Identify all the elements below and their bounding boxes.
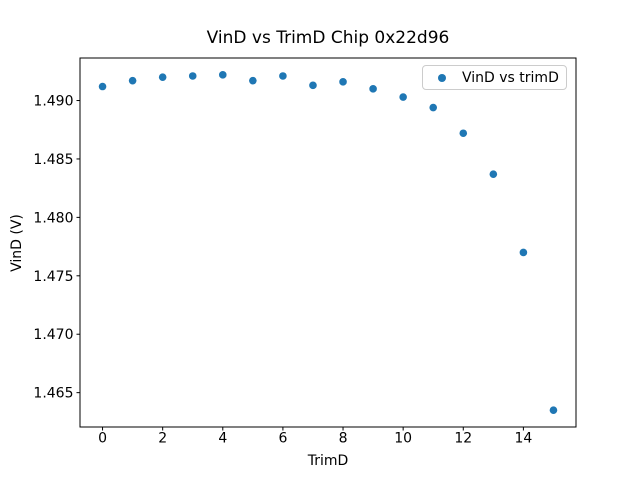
scatter-point [309, 81, 317, 90]
x-tick-label: 4 [218, 431, 227, 447]
x-tick-label: 14 [514, 431, 532, 447]
y-tick-label: 1.470 [33, 327, 73, 343]
legend: VinD vs trimD [422, 65, 567, 90]
scatter-point [549, 406, 558, 414]
x-tick-label: 0 [98, 431, 107, 447]
scatter-point [459, 129, 468, 138]
legend-marker-icon [438, 73, 446, 82]
scatter-point [489, 170, 498, 178]
y-tick-label: 1.475 [33, 269, 73, 285]
y-tick-label: 1.485 [33, 152, 73, 168]
scatter-point [339, 78, 347, 86]
x-tick-label: 2 [158, 431, 167, 447]
x-tick-label: 8 [339, 431, 348, 447]
scatter-point [399, 93, 407, 101]
scatter-point [158, 73, 167, 81]
scatter-point [128, 76, 137, 85]
scatter-point [519, 248, 528, 257]
scatter-point [218, 71, 227, 79]
x-tick-label: 6 [278, 431, 287, 447]
scatter-point [279, 72, 287, 80]
plot-area-border [79, 57, 577, 428]
scatter-point [369, 85, 377, 93]
y-tick-label: 1.490 [33, 94, 73, 110]
legend-label: VinD vs trimD [462, 69, 559, 86]
scatter-point [98, 82, 107, 91]
x-tick-label: 10 [394, 431, 412, 447]
y-tick-label: 1.465 [33, 386, 73, 402]
chart-title: VinD vs TrimD Chip 0x22d96 [206, 28, 450, 48]
x-tick-label: 12 [454, 431, 472, 447]
x-axis-label: TrimD [307, 453, 349, 469]
y-tick-label: 1.480 [33, 210, 73, 226]
scatter-point [429, 103, 438, 112]
scatter-point [188, 72, 197, 80]
scatter-point [249, 76, 257, 85]
